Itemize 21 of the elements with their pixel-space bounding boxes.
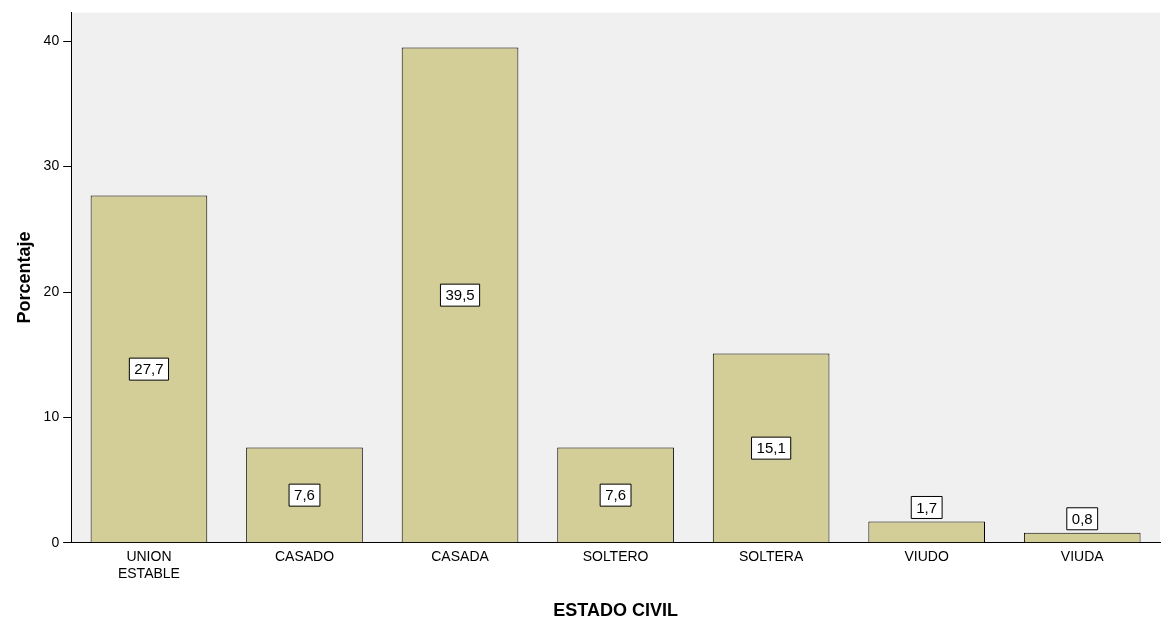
- data-label: 0,8: [1071, 509, 1093, 527]
- x-tick-label: VIUDO: [904, 548, 949, 565]
- y-tick-label: 20: [43, 282, 60, 299]
- x-tick-label: SOLTERA: [738, 548, 804, 565]
- data-label: 27,7: [134, 360, 164, 378]
- x-tick-label: VIUDA: [1060, 548, 1105, 565]
- x-tick-label: SOLTERO: [582, 548, 649, 565]
- data-label: 39,5: [445, 286, 475, 304]
- y-tick-label: 0: [51, 533, 60, 550]
- x-axis-title: ESTADO CIVIL: [553, 600, 678, 621]
- y-tick-label: 40: [43, 32, 60, 49]
- y-tick-label: 10: [43, 408, 60, 425]
- x-tick-label: CASADA: [431, 548, 490, 565]
- data-label: 15,1: [756, 439, 786, 457]
- data-label: 7,6: [294, 486, 315, 504]
- y-axis-title: Porcentaje: [13, 231, 34, 324]
- data-label: 7,6: [605, 486, 627, 504]
- data-label: 1,7: [916, 498, 938, 516]
- y-tick-label: 30: [43, 157, 60, 174]
- x-tick-label: UNION ESTABLE: [117, 548, 180, 581]
- x-tick-label: CASADO: [274, 548, 335, 565]
